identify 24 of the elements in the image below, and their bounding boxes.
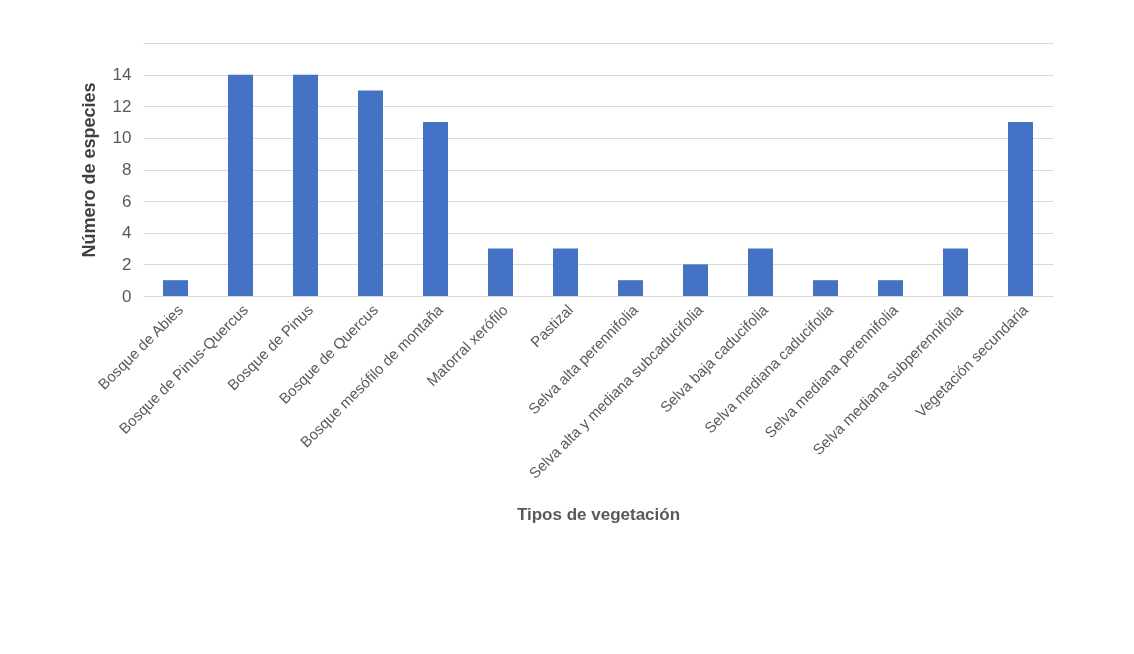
bar (553, 248, 578, 296)
y-tick-label: 2 (122, 254, 132, 274)
bar (878, 280, 903, 296)
bar (1008, 122, 1033, 296)
bar (683, 264, 708, 296)
x-axis-title: Tipos de vegetación (516, 504, 681, 524)
bar (618, 280, 643, 296)
y-tick-label: 6 (122, 191, 132, 211)
y-tick-label: 0 (122, 286, 132, 306)
bar (163, 280, 188, 296)
bar (358, 90, 383, 296)
bar (748, 248, 773, 296)
bar (488, 248, 513, 296)
y-tick-label: 10 (112, 128, 132, 148)
bar (813, 280, 838, 296)
y-axis-title: Número de especies (78, 82, 99, 258)
bar (423, 122, 448, 296)
y-tick-label: 12 (112, 96, 132, 116)
y-tick-label: 4 (122, 223, 132, 243)
bar (943, 248, 968, 296)
y-tick-label: 14 (112, 65, 132, 85)
bar (228, 74, 253, 296)
bar (293, 74, 318, 296)
y-tick-label: 8 (122, 160, 132, 179)
